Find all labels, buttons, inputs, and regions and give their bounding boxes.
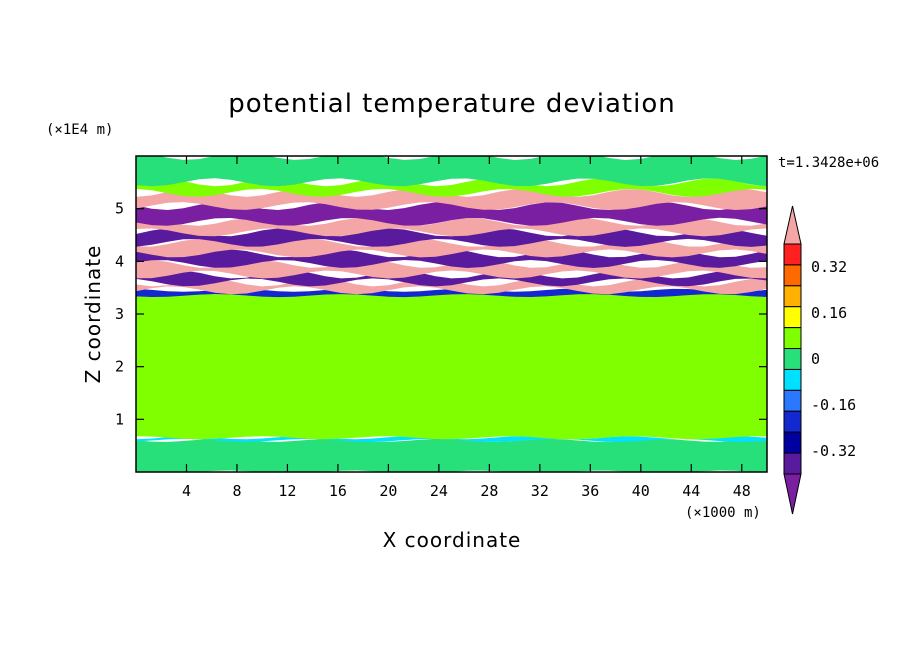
- colorbar-swatch: [783, 348, 802, 370]
- y-axis-label: Z coordinate: [81, 245, 105, 384]
- y-tick-label: 1: [115, 410, 124, 428]
- x-tick-label: 40: [632, 482, 650, 500]
- x-axis: 4 8 12 16 20 24 28 32 36 40 44 48: [182, 156, 751, 500]
- colorbar-swatch: [783, 389, 802, 412]
- contour-band: [136, 249, 767, 268]
- colorbar-swatch: [783, 285, 802, 308]
- x-tick-label: 32: [531, 482, 549, 500]
- colorbar-extend-max: [783, 205, 802, 245]
- colorbar-swatch: [783, 243, 802, 266]
- x-tick-label: 24: [430, 482, 448, 500]
- x-tick-label: 28: [480, 482, 498, 500]
- y-tick-label: 3: [115, 305, 124, 323]
- time-label: t=1.3428e+06: [778, 155, 879, 171]
- colorbar-swatch: [783, 368, 802, 391]
- colorbar-swatch: [783, 410, 802, 433]
- contour-band: [136, 202, 767, 226]
- contour-band: [136, 291, 767, 440]
- contour-band: [136, 156, 767, 187]
- x-tick-label: 44: [682, 482, 700, 500]
- x-tick-label: 12: [278, 482, 296, 500]
- y-tick-label: 5: [115, 200, 124, 218]
- y-axis: 1 2 3 4 5: [115, 200, 767, 428]
- colorbar-extend-min: [783, 473, 802, 515]
- x-tick-label: 16: [329, 482, 347, 500]
- colorbar-swatch: [783, 452, 802, 475]
- contour-band: [136, 238, 767, 258]
- contour-band: [136, 228, 767, 247]
- x-unit-label: (×1000 m): [685, 505, 761, 521]
- x-tick-label: 8: [232, 482, 241, 500]
- x-tick-label: 48: [733, 482, 751, 500]
- colorbar-swatch: [783, 327, 802, 350]
- colorbar-label: -0.16: [811, 396, 856, 414]
- colorbar-swatch: [783, 431, 802, 454]
- contour-band: [136, 189, 767, 210]
- plot-area: [136, 156, 767, 472]
- colorbar-label: 0: [811, 350, 820, 368]
- colorbar-label: -0.32: [811, 442, 856, 460]
- y-tick-label: 4: [115, 252, 124, 270]
- x-axis-label: X coordinate: [383, 528, 522, 552]
- contour-band: [136, 288, 767, 298]
- x-tick-label: 36: [581, 482, 599, 500]
- chart-title: potential temperature deviation: [228, 89, 675, 119]
- colorbar-label: 0.32: [811, 258, 847, 276]
- x-tick-label: 4: [182, 482, 191, 500]
- colorbar-label: 0.16: [811, 304, 847, 322]
- x-tick-label: 20: [379, 482, 397, 500]
- y-tick-label: 2: [115, 358, 124, 376]
- contour-band: [136, 438, 767, 472]
- y-unit-label: (×1E4 m): [46, 122, 113, 138]
- colorbar: 0.32 0.16 0 -0.16 -0.32: [783, 205, 856, 515]
- colorbar-swatch: [783, 306, 802, 329]
- colorbar-swatch: [783, 264, 802, 287]
- contour-band: [136, 217, 767, 237]
